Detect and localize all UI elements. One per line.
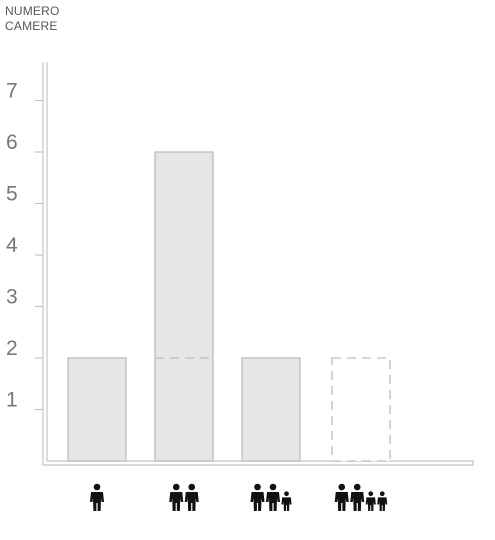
- axis-frame: [42, 62, 474, 466]
- bar-1: [67, 357, 127, 462]
- y-tick-label: 6: [6, 131, 18, 154]
- adult-icon: [184, 483, 199, 511]
- y-tick-label: 7: [6, 80, 18, 103]
- adult-icon: [266, 483, 280, 511]
- axes: [42, 62, 474, 466]
- category-1-icons: [90, 483, 104, 511]
- y-tick-label: 5: [6, 183, 18, 206]
- adult-icon: [169, 483, 184, 511]
- bar-2: [154, 151, 214, 462]
- x-category-icons: [90, 483, 388, 511]
- category-3-icons: [250, 483, 292, 511]
- bars: [67, 151, 391, 462]
- y-axis-title-line-1: NUMERO: [5, 4, 60, 18]
- y-tick-label: 2: [6, 337, 18, 360]
- bar-3: [241, 357, 301, 462]
- category-4-icons: [334, 483, 388, 511]
- y-ticks: 1 2 3 4 5 6 7: [6, 80, 43, 412]
- adult-icon: [250, 483, 265, 511]
- child-icon: [365, 491, 376, 511]
- bar-4: [331, 357, 391, 462]
- category-2-icons: [169, 483, 199, 511]
- y-tick-label: 3: [6, 286, 18, 309]
- adult-icon: [334, 483, 349, 511]
- y-axis-title-line-2: CAMERE: [5, 19, 58, 33]
- y-axis-title: NUMERO CAMERE: [5, 4, 60, 34]
- y-tick-label: 4: [6, 234, 18, 257]
- y-tick-label: 1: [6, 389, 18, 412]
- child-icon: [281, 491, 292, 511]
- child-icon: [377, 491, 388, 511]
- adult-icon: [350, 483, 365, 511]
- adult-icon: [90, 483, 104, 511]
